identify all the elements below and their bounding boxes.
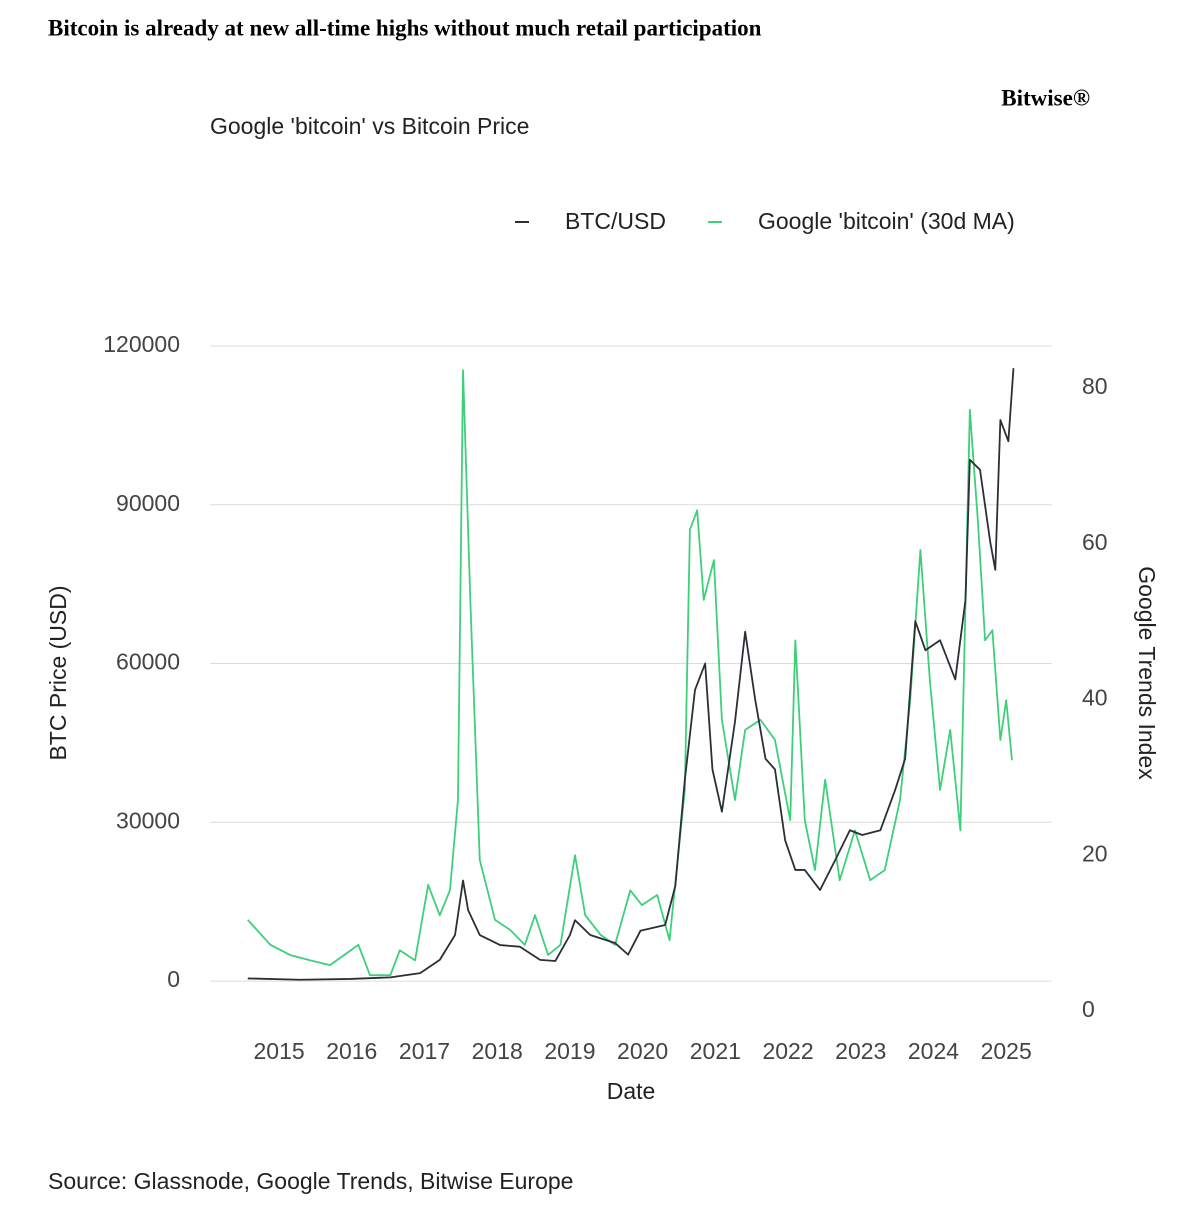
- y-tick-label: 60000: [116, 649, 180, 675]
- data-line: [247, 369, 1013, 977]
- data-line: [247, 368, 1015, 981]
- chart-subtitle: Google 'bitcoin' vs Bitcoin Price: [210, 113, 529, 139]
- x-tick-label: 2016: [326, 1038, 377, 1064]
- x-tick-label: 2025: [981, 1038, 1032, 1064]
- x-tick-label: 2024: [908, 1038, 959, 1064]
- y-tick-label: 90000: [116, 490, 180, 516]
- x-tick-label: 2018: [472, 1038, 523, 1064]
- x-tick-label: 2020: [617, 1038, 668, 1064]
- legend-label: BTC/USD: [565, 208, 666, 234]
- y2-tick-label: 60: [1082, 529, 1108, 555]
- chart-title: Bitcoin is already at new all-time highs…: [48, 15, 762, 40]
- legend-label: Google 'bitcoin' (30d MA): [758, 208, 1015, 234]
- y2-axis-label: Google Trends Index: [1134, 566, 1160, 780]
- x-tick-label: 2021: [690, 1038, 741, 1064]
- y2-tick-label: 80: [1082, 373, 1108, 399]
- logo: Bitwise®: [1001, 85, 1090, 110]
- y-axis-label: BTC Price (USD): [45, 585, 71, 760]
- x-tick-label: 2019: [544, 1038, 595, 1064]
- y-tick-label: 120000: [103, 331, 180, 357]
- y2-tick-label: 0: [1082, 996, 1095, 1022]
- x-tick-label: 2023: [835, 1038, 886, 1064]
- x-tick-label: 2017: [399, 1038, 450, 1064]
- y-tick-label: 30000: [116, 807, 180, 833]
- y2-tick-label: 40: [1082, 685, 1108, 711]
- x-tick-label: 2022: [762, 1038, 813, 1064]
- y-tick-label: 0: [167, 966, 180, 992]
- source-note: Source: Glassnode, Google Trends, Bitwis…: [48, 1168, 573, 1194]
- x-tick-label: 2015: [253, 1038, 304, 1064]
- y2-tick-label: 20: [1082, 840, 1108, 866]
- x-axis-label: Date: [607, 1078, 656, 1104]
